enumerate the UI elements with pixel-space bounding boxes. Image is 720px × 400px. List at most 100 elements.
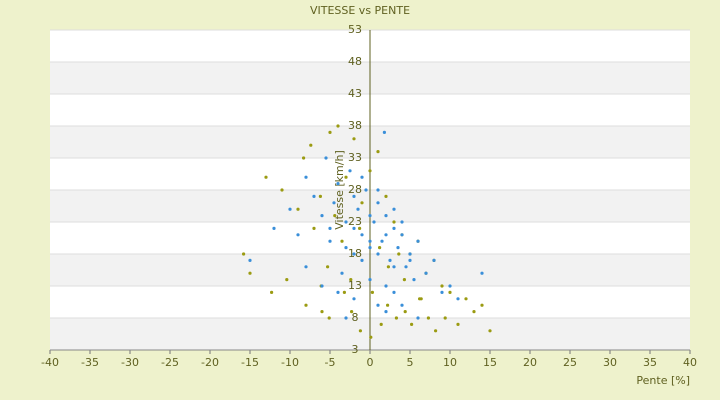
point	[416, 316, 420, 320]
point	[480, 271, 484, 275]
point	[412, 278, 416, 282]
point	[270, 290, 274, 294]
point	[348, 169, 352, 173]
point	[304, 175, 308, 179]
point	[356, 207, 360, 211]
x-tick-label: 40	[683, 356, 697, 369]
x-tick-label: -20	[201, 356, 219, 369]
point	[392, 290, 396, 294]
point	[456, 322, 460, 326]
x-tick-label: -25	[161, 356, 179, 369]
y-tick-label: 18	[348, 247, 362, 260]
point	[312, 194, 316, 198]
x-tick-label: -10	[281, 356, 299, 369]
point	[328, 226, 332, 230]
y-tick-label: 8	[352, 311, 359, 324]
point	[248, 271, 252, 275]
point	[349, 278, 353, 282]
point	[320, 214, 324, 218]
point	[364, 188, 368, 192]
x-tick-label: -5	[325, 356, 336, 369]
point	[488, 329, 492, 333]
point	[248, 258, 252, 262]
x-tick-label: -40	[41, 356, 59, 369]
point	[403, 310, 407, 314]
point	[384, 233, 388, 237]
point	[426, 316, 430, 320]
point	[408, 258, 412, 262]
point	[424, 271, 428, 275]
y-tick-label: 23	[348, 215, 362, 228]
point	[272, 226, 276, 230]
point	[448, 290, 452, 294]
point	[326, 265, 330, 269]
point	[288, 207, 292, 211]
point	[416, 239, 420, 243]
point	[480, 303, 484, 307]
point	[400, 220, 404, 224]
point	[360, 175, 364, 179]
point	[342, 290, 346, 294]
point	[358, 226, 362, 230]
point	[352, 226, 356, 230]
x-axis-label: Pente [%]	[636, 374, 690, 387]
point	[368, 246, 372, 250]
x-tick-label: 35	[643, 356, 657, 369]
point	[392, 226, 396, 230]
x-tick-label: -35	[81, 356, 99, 369]
point	[340, 239, 344, 243]
point	[443, 316, 447, 320]
point	[285, 278, 289, 282]
y-tick-label: 13	[348, 279, 362, 292]
point	[309, 143, 313, 147]
point	[242, 252, 246, 256]
point	[358, 329, 362, 333]
point	[336, 182, 340, 186]
point	[396, 246, 400, 250]
point	[368, 169, 372, 173]
x-tick-label: 15	[483, 356, 497, 369]
y-tick-label: 3	[352, 343, 359, 356]
point	[350, 310, 354, 314]
point	[376, 188, 380, 192]
point	[370, 290, 374, 294]
point	[352, 137, 356, 141]
point	[360, 258, 364, 262]
point	[296, 233, 300, 237]
point	[352, 252, 356, 256]
point	[318, 194, 322, 198]
point	[404, 265, 408, 269]
x-tick-label: 25	[563, 356, 577, 369]
point	[382, 130, 386, 134]
point	[264, 175, 268, 179]
point	[333, 214, 337, 218]
point	[312, 226, 316, 230]
point	[352, 297, 356, 301]
point	[392, 265, 396, 269]
point	[302, 156, 306, 160]
point	[344, 175, 348, 179]
point	[386, 303, 390, 307]
point	[368, 214, 372, 218]
point	[344, 316, 348, 320]
point	[340, 271, 344, 275]
point	[336, 290, 340, 294]
point	[376, 201, 380, 205]
point	[402, 278, 406, 282]
point	[432, 258, 436, 262]
point	[360, 233, 364, 237]
point	[327, 316, 331, 320]
point	[360, 201, 364, 205]
point	[304, 265, 308, 269]
point	[464, 297, 468, 301]
point	[408, 252, 412, 256]
y-tick-label: 33	[348, 151, 362, 164]
point	[328, 130, 332, 134]
point	[388, 258, 392, 262]
point	[440, 284, 444, 288]
point	[332, 201, 336, 205]
point	[344, 246, 348, 250]
point	[384, 284, 388, 288]
point	[384, 194, 388, 198]
